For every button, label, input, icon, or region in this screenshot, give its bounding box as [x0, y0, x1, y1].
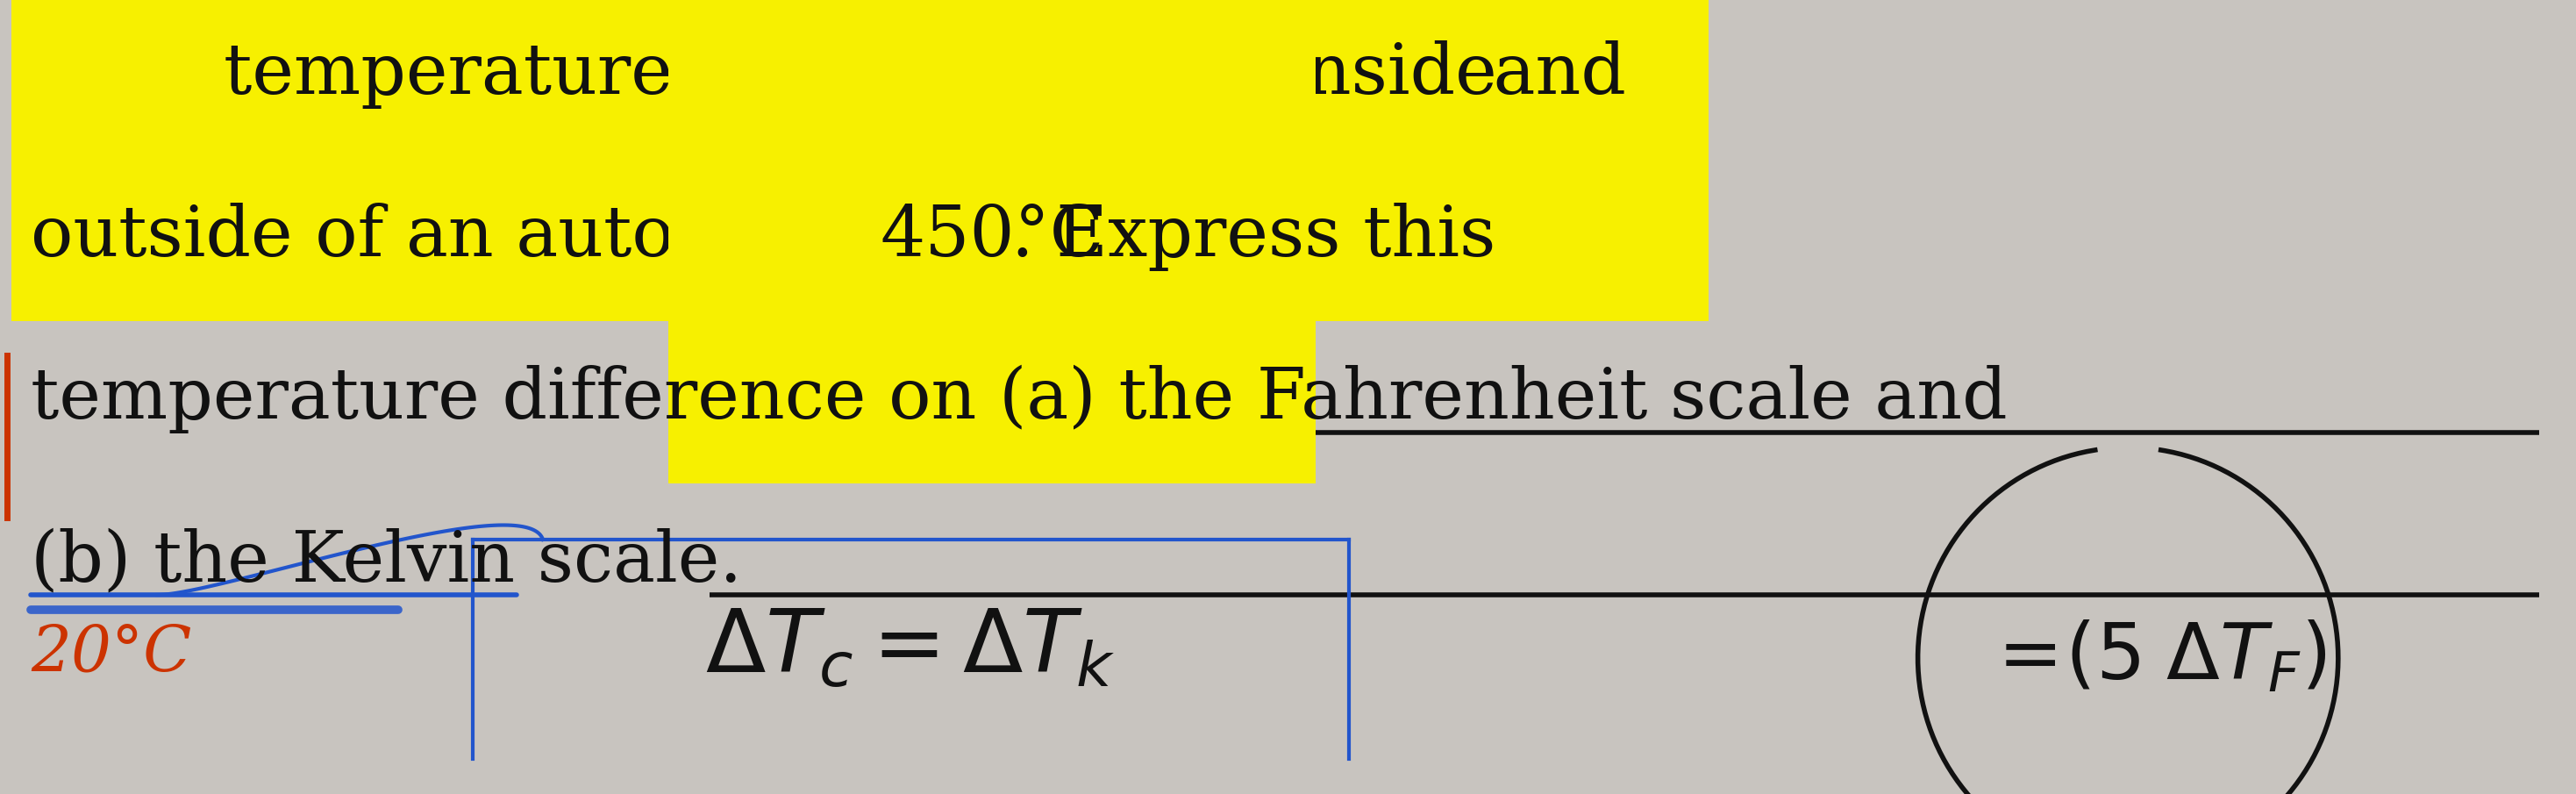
Text: and: and [1471, 40, 1625, 109]
Text: inside: inside [1283, 40, 1497, 109]
Text: . Express this: . Express this [1012, 202, 1497, 271]
Text: 20°C: 20°C [31, 622, 191, 684]
Text: $=\!\left(5\;\Delta T_F\right)$: $=\!\left(5\;\Delta T_F\right)$ [1981, 619, 2326, 696]
Text: $\Delta T_c = \Delta T_k$: $\Delta T_c = \Delta T_k$ [706, 607, 1115, 692]
Text: 450°C: 450°C [881, 202, 1105, 271]
Text: between the: between the [871, 40, 1360, 109]
Text: 1.: 1. [31, 40, 103, 109]
Text: temperature difference: temperature difference [224, 40, 1059, 109]
Text: The: The [113, 40, 270, 109]
Text: outside of an automobile engine is: outside of an automobile engine is [31, 202, 1283, 272]
Text: temperature difference on (a) the Fahrenheit scale and: temperature difference on (a) the Fahren… [31, 365, 2007, 434]
Text: (b) the Kelvin scale.: (b) the Kelvin scale. [31, 527, 742, 596]
